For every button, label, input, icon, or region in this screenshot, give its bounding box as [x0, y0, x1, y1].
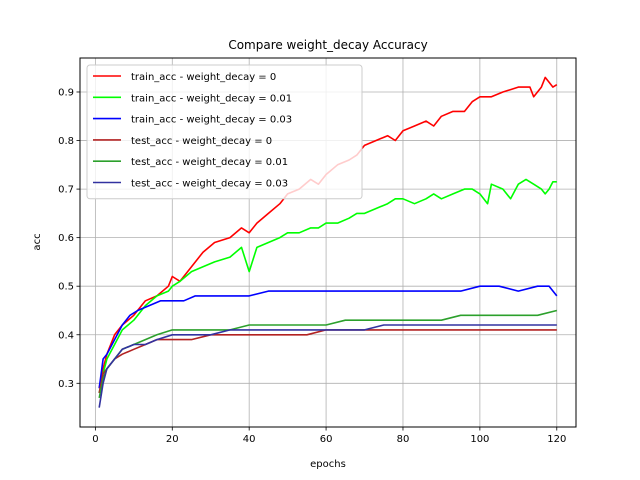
legend-box	[86, 64, 363, 200]
y-axis-label: acc	[32, 233, 43, 250]
y-tick-label: 0.9	[58, 87, 74, 98]
legend-entry-4: test_acc - weight_decay = 0	[131, 136, 272, 147]
x-tick-label: 60	[320, 434, 333, 445]
series-line-6	[98, 324, 557, 408]
x-tick-label: 40	[243, 434, 256, 445]
x-tick-label: 120	[547, 434, 566, 445]
series-line-3	[98, 285, 558, 389]
x-axis-label: epochs	[310, 459, 346, 470]
x-tick-label: 100	[470, 434, 489, 445]
y-tick-label: 0.5	[58, 282, 74, 293]
plot-frame	[79, 57, 577, 428]
x-tick-label: 20	[166, 434, 179, 445]
legend-entry-3: train_acc - weight_decay = 0.03	[131, 115, 292, 126]
y-tick-label: 0.4	[58, 330, 74, 341]
series-line-2	[98, 178, 557, 394]
y-tick-label: 0.3	[58, 379, 74, 390]
axis-ticks: 0 20 40 60 80 100 120 0.3 0.4 0.5 0.6 0.7 0.8 0.9	[58, 87, 566, 445]
x-tick-label: 80	[397, 434, 410, 445]
chart-title: Compare weight_decay Accuracy	[228, 38, 427, 52]
legend-entry-1: train_acc - weight_decay = 0	[131, 72, 276, 83]
y-tick-label: 0.6	[58, 233, 74, 244]
series-line-4	[98, 329, 557, 394]
legend: train_acc - weight_decay = 0 train_acc - …	[86, 64, 363, 200]
y-tick-label: 0.8	[58, 136, 74, 147]
x-tick-label: 0	[92, 434, 98, 445]
legend-entry-2: train_acc - weight_decay = 0.01	[131, 93, 292, 104]
legend-entry-6: test_acc - weight_decay = 0.03	[131, 179, 288, 190]
y-tick-label: 0.7	[58, 185, 74, 196]
legend-entry-5: test_acc - weight_decay = 0.01	[131, 157, 288, 168]
